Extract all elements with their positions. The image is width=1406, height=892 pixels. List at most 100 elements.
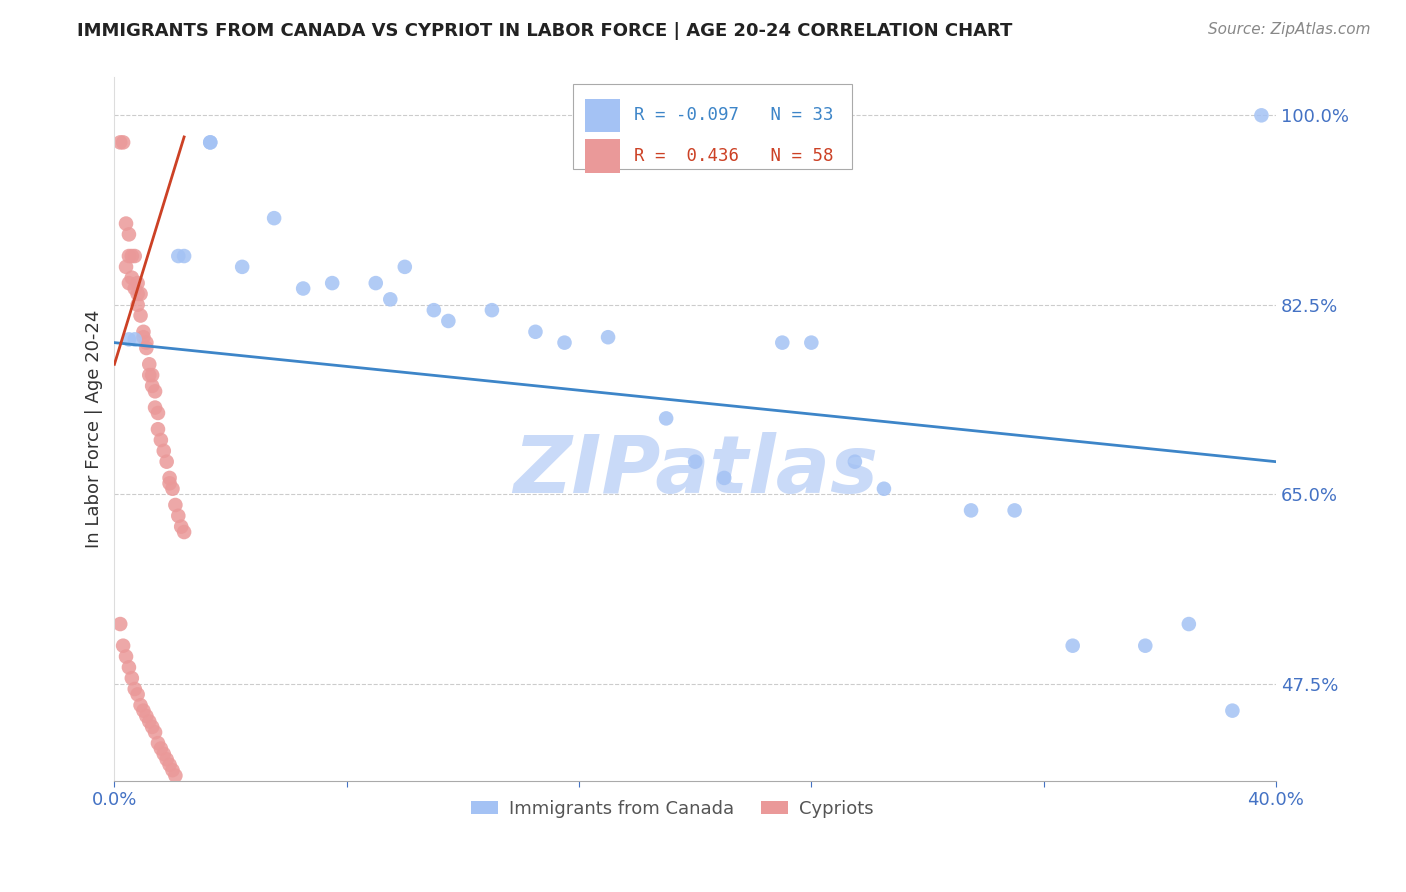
- Cypriots: [152, 747, 174, 761]
- Cypriots: [141, 368, 163, 383]
- Cypriots: [129, 309, 152, 323]
- Cypriots: [162, 482, 184, 496]
- Cypriots: [121, 270, 143, 285]
- Immigrants from Canada: [200, 136, 222, 150]
- Immigrants from Canada: [292, 281, 315, 295]
- Cypriots: [138, 357, 160, 371]
- Immigrants from Canada: [1135, 639, 1157, 653]
- Immigrants from Canada: [596, 330, 619, 344]
- Text: R = -0.097   N = 33: R = -0.097 N = 33: [634, 106, 834, 124]
- Cypriots: [121, 671, 143, 685]
- Text: IMMIGRANTS FROM CANADA VS CYPRIOT IN LABOR FORCE | AGE 20-24 CORRELATION CHART: IMMIGRANTS FROM CANADA VS CYPRIOT IN LAB…: [77, 22, 1012, 40]
- Cypriots: [167, 508, 190, 523]
- Cypriots: [165, 498, 187, 512]
- Cypriots: [118, 660, 141, 674]
- Cypriots: [115, 217, 138, 231]
- Immigrants from Canada: [124, 332, 146, 346]
- Cypriots: [162, 763, 184, 777]
- Immigrants from Canada: [380, 293, 402, 307]
- Immigrants from Canada: [167, 249, 190, 263]
- Text: R =  0.436   N = 58: R = 0.436 N = 58: [634, 147, 834, 165]
- Cypriots: [132, 330, 155, 344]
- Cypriots: [138, 714, 160, 729]
- Cypriots: [135, 341, 157, 355]
- Cypriots: [156, 752, 179, 766]
- Immigrants from Canada: [655, 411, 678, 425]
- Cypriots: [127, 276, 149, 290]
- Immigrants from Canada: [1222, 704, 1244, 718]
- Legend: Immigrants from Canada, Cypriots: Immigrants from Canada, Cypriots: [464, 792, 880, 825]
- Cypriots: [146, 736, 169, 750]
- Immigrants from Canada: [200, 136, 222, 150]
- Cypriots: [143, 384, 166, 399]
- Cypriots: [110, 136, 132, 150]
- Immigrants from Canada: [844, 455, 866, 469]
- Y-axis label: In Labor Force | Age 20-24: In Labor Force | Age 20-24: [86, 310, 103, 549]
- Immigrants from Canada: [524, 325, 547, 339]
- Cypriots: [110, 617, 132, 632]
- Cypriots: [156, 455, 179, 469]
- Immigrants from Canada: [1178, 617, 1201, 632]
- Cypriots: [159, 757, 181, 772]
- Immigrants from Canada: [118, 332, 141, 346]
- Cypriots: [149, 433, 172, 447]
- Immigrants from Canada: [800, 335, 823, 350]
- FancyBboxPatch shape: [585, 98, 620, 132]
- Cypriots: [170, 519, 193, 533]
- Cypriots: [112, 639, 135, 653]
- Cypriots: [146, 422, 169, 436]
- Immigrants from Canada: [231, 260, 253, 274]
- Immigrants from Canada: [683, 455, 706, 469]
- Cypriots: [152, 443, 174, 458]
- Immigrants from Canada: [364, 276, 387, 290]
- Cypriots: [129, 287, 152, 301]
- Cypriots: [124, 249, 146, 263]
- Immigrants from Canada: [1250, 108, 1272, 122]
- Cypriots: [121, 249, 143, 263]
- Cypriots: [141, 720, 163, 734]
- Immigrants from Canada: [481, 303, 503, 318]
- Cypriots: [118, 276, 141, 290]
- Cypriots: [127, 298, 149, 312]
- Immigrants from Canada: [873, 482, 896, 496]
- Immigrants from Canada: [321, 276, 343, 290]
- Cypriots: [132, 704, 155, 718]
- Cypriots: [132, 325, 155, 339]
- Cypriots: [118, 227, 141, 242]
- Cypriots: [127, 687, 149, 701]
- Cypriots: [146, 406, 169, 420]
- Cypriots: [112, 136, 135, 150]
- Cypriots: [124, 681, 146, 696]
- Immigrants from Canada: [437, 314, 460, 328]
- Cypriots: [159, 471, 181, 485]
- Cypriots: [143, 725, 166, 739]
- Text: ZIPatlas: ZIPatlas: [513, 433, 877, 510]
- FancyBboxPatch shape: [574, 85, 852, 169]
- FancyBboxPatch shape: [585, 139, 620, 173]
- Cypriots: [124, 281, 146, 295]
- Immigrants from Canada: [1004, 503, 1026, 517]
- Cypriots: [141, 379, 163, 393]
- Cypriots: [118, 249, 141, 263]
- Cypriots: [135, 335, 157, 350]
- Cypriots: [143, 401, 166, 415]
- Immigrants from Canada: [960, 503, 983, 517]
- Cypriots: [127, 287, 149, 301]
- Immigrants from Canada: [1062, 639, 1084, 653]
- Cypriots: [159, 476, 181, 491]
- Immigrants from Canada: [263, 211, 285, 226]
- Immigrants from Canada: [713, 471, 735, 485]
- Cypriots: [115, 649, 138, 664]
- Immigrants from Canada: [394, 260, 416, 274]
- Cypriots: [149, 741, 172, 756]
- Cypriots: [165, 768, 187, 782]
- Cypriots: [173, 524, 195, 539]
- Cypriots: [138, 368, 160, 383]
- Immigrants from Canada: [423, 303, 446, 318]
- Cypriots: [129, 698, 152, 713]
- Immigrants from Canada: [554, 335, 576, 350]
- Immigrants from Canada: [770, 335, 793, 350]
- Text: Source: ZipAtlas.com: Source: ZipAtlas.com: [1208, 22, 1371, 37]
- Immigrants from Canada: [173, 249, 195, 263]
- Cypriots: [115, 260, 138, 274]
